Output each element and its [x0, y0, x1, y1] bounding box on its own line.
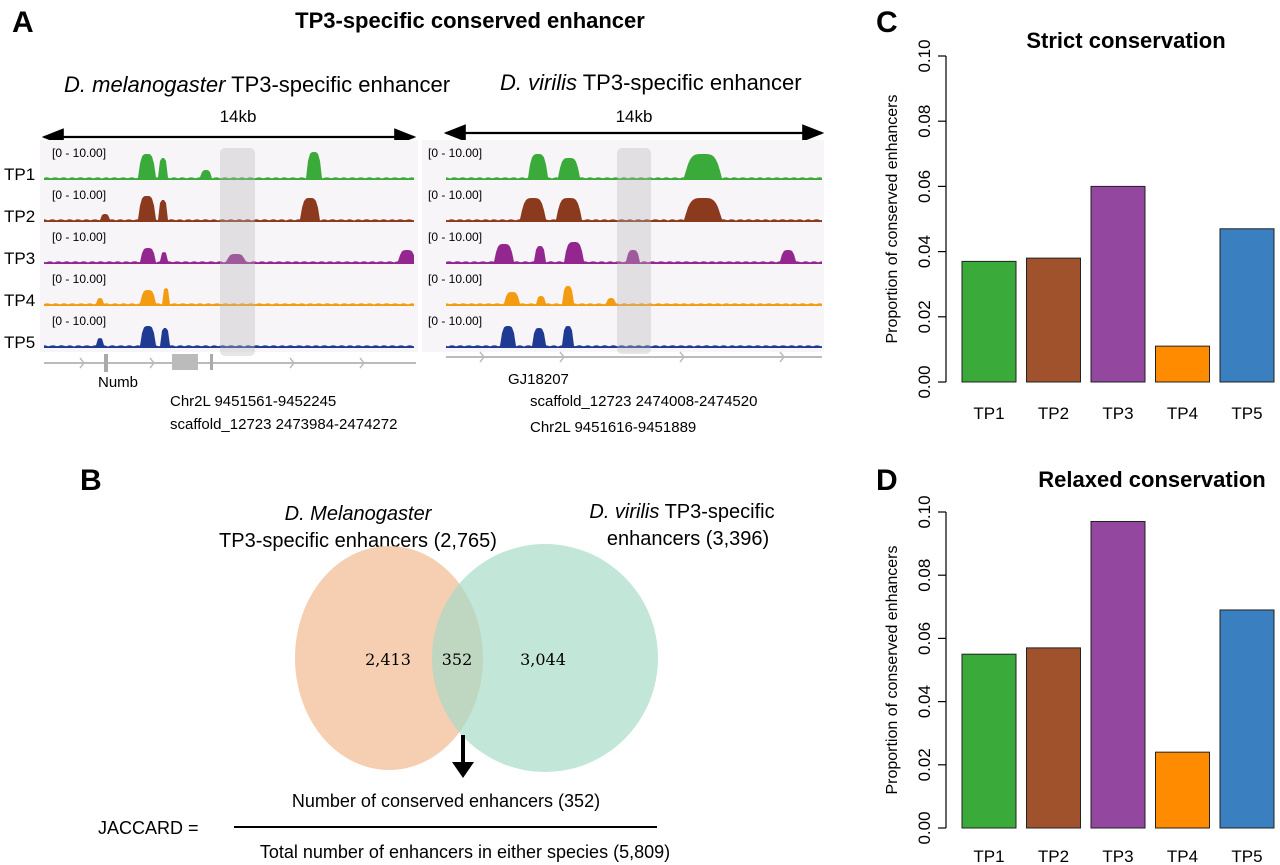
track-label-tp5: TP5: [4, 333, 35, 352]
jaccard-numerator: Number of conserved enhancers (352): [292, 791, 600, 811]
track-range-left: [0 - 10.00]: [52, 188, 106, 202]
venn-overlap-count: 352: [442, 650, 473, 669]
signal-tp3-melanogaster: [44, 248, 414, 264]
right-gene-name: GJ18207: [508, 371, 569, 388]
panel-a-title: TP3-specific conserved enhancer: [295, 8, 645, 33]
x-tick-label-tp1: TP1: [973, 847, 1004, 865]
bar-tp1: [961, 653, 1017, 829]
left-track-area: [40, 140, 418, 352]
track-label-tp1: TP1: [4, 165, 35, 184]
left-enhancer-highlight: [220, 148, 255, 356]
track-label-tp2: TP2: [4, 207, 35, 226]
track-label-tp4: TP4: [4, 291, 35, 310]
bar-tp2: [1026, 647, 1081, 829]
track-range-right: [0 - 10.00]: [428, 188, 482, 202]
y-tick-label: 0.00: [915, 811, 934, 844]
track-range-left: [0 - 10.00]: [52, 272, 106, 286]
y-tick-label: 0.02: [915, 748, 934, 781]
left-track-title: D. melanogaster TP3-specific enhancer: [64, 72, 450, 97]
right-scale-label: 14kb: [616, 107, 653, 126]
chart-strict-conservation: C Strict conservation 0.00 0.02 0.04 0.06 0.08…: [876, 6, 1275, 423]
left-gene-annotation: [44, 354, 416, 372]
venn-right-title-1: D. virilis TP3-specific: [589, 501, 774, 523]
panel-letter-d: D: [876, 464, 898, 497]
signal-tp2-virilis: [446, 198, 822, 222]
y-tick-label: 0.10: [915, 39, 934, 72]
track-label-tp3: TP3: [4, 249, 35, 268]
bar-tp5: [1219, 228, 1275, 383]
venn-left-circle: [295, 546, 483, 770]
venn-left-title-2: TP3-specific enhancers (2,765): [219, 530, 497, 552]
track-range-right: [0 - 10.00]: [428, 272, 482, 286]
venn-right-count: 3,044: [520, 650, 566, 669]
y-tick-label: 0.08: [915, 559, 934, 592]
x-tick-label-tp5: TP5: [1231, 404, 1262, 423]
panel-b: B D. Melanogaster TP3-specific enhancers…: [80, 464, 775, 862]
bar-tp3: [1090, 185, 1146, 383]
signal-tp4-virilis: [446, 286, 822, 306]
panel-b-letter: B: [80, 464, 102, 497]
y-axis-label: Proportion of conserved enhancers: [884, 545, 901, 794]
left-coord-2: scaffold_12723 2473984-2474272: [170, 416, 397, 433]
x-tick-label-tp1: TP1: [973, 404, 1004, 423]
left-gene-name: Numb: [98, 374, 138, 391]
chart-title: Strict conservation: [1026, 28, 1225, 53]
signal-tp5-melanogaster: [44, 326, 414, 348]
y-tick-label: 0.06: [915, 170, 934, 203]
x-tick-label-tp4: TP4: [1167, 847, 1198, 865]
y-axis-label: Proportion of conserved enhancers: [884, 94, 901, 343]
x-tick-label-tp4: TP4: [1167, 404, 1198, 423]
bar-tp1: [961, 260, 1017, 383]
right-coord-2: Chr2L 9451616-9451889: [530, 419, 696, 436]
venn-right-circle: [432, 544, 658, 772]
right-track-area: [422, 140, 824, 352]
x-tick-label-tp3: TP3: [1102, 404, 1133, 423]
track-range-right: [0 - 10.00]: [428, 230, 482, 244]
x-tick-label-tp3: TP3: [1102, 847, 1133, 865]
track-range-right: [0 - 10.00]: [428, 146, 482, 160]
y-tick-label: 0.08: [915, 105, 934, 138]
signal-tp3-virilis: [446, 242, 822, 264]
y-tick-label: 0.10: [915, 495, 934, 528]
signal-tp1-virilis: [446, 154, 822, 180]
right-coord-1: scaffold_12723 2474008-2474520: [530, 393, 757, 410]
track-range-left: [0 - 10.00]: [52, 146, 106, 160]
tracks-group: TP1 [0 - 10.00] [0 - 10.00] TP2 [0 - 10.00] […: [4, 146, 822, 352]
y-tick-label: 0.02: [915, 300, 934, 333]
track-range-right: [0 - 10.00]: [428, 314, 482, 328]
x-tick-label-tp2: TP2: [1038, 404, 1069, 423]
venn-right-title-2: enhancers (3,396): [607, 528, 769, 550]
signal-tp4-melanogaster: [44, 288, 414, 306]
x-tick-label-tp5: TP5: [1231, 847, 1262, 865]
left-coord-1: Chr2L 9451561-9452245: [170, 393, 336, 410]
chart-relaxed-conservation: D Relaxed conservation 0.00 0.02 0.04 0.06 0.0…: [876, 464, 1275, 865]
panel-a-letter: A: [12, 6, 34, 39]
jaccard-label: JACCARD =: [98, 818, 199, 838]
down-arrow: [452, 735, 474, 778]
panel-letter-c: C: [876, 6, 898, 39]
left-scale-label: 14kb: [220, 107, 257, 126]
bar-tp5: [1219, 609, 1275, 829]
venn-left-title-1: D. Melanogaster: [285, 503, 433, 525]
x-tick-label-tp2: TP2: [1038, 847, 1069, 865]
signal-tp5-virilis: [446, 326, 822, 348]
right-gene-annotation: [446, 351, 822, 363]
bar-tp3: [1090, 520, 1146, 829]
y-tick-label: 0.06: [915, 622, 934, 655]
panel-a: A TP3-specific conserved enhancer D. mel…: [4, 6, 825, 436]
y-tick-label: 0.04: [915, 235, 934, 268]
bar-tp2: [1026, 257, 1081, 383]
jaccard-denominator: Total number of enhancers in either spec…: [260, 842, 670, 862]
chart-title: Relaxed conservation: [1038, 467, 1265, 492]
right-enhancer-highlight: [617, 148, 651, 354]
bar-tp4: [1155, 751, 1210, 829]
track-range-left: [0 - 10.00]: [52, 230, 106, 244]
right-track-title: D. virilis TP3-specific enhancer: [500, 70, 802, 95]
venn-left-count: 2,413: [365, 650, 411, 669]
y-tick-label: 0.04: [915, 685, 934, 718]
y-tick-label: 0.00: [915, 365, 934, 398]
bar-tp4: [1155, 345, 1210, 383]
track-range-left: [0 - 10.00]: [52, 314, 106, 328]
